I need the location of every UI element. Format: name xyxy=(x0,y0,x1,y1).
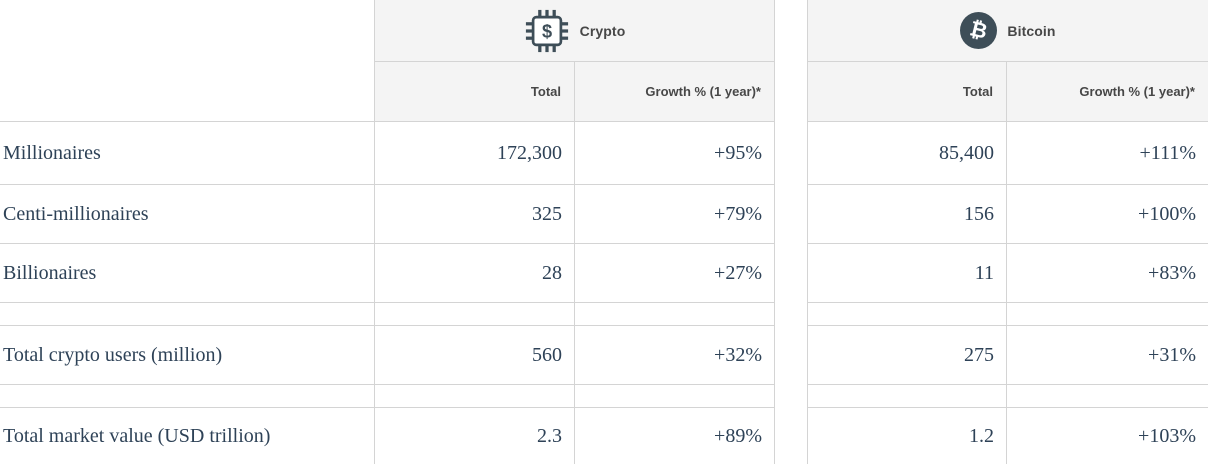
spacer-row xyxy=(0,385,374,408)
group-gap xyxy=(775,0,807,62)
right-margin xyxy=(1208,326,1221,385)
right-margin xyxy=(1208,185,1221,244)
cell-crypto-growth: +89% xyxy=(575,408,775,464)
column-header-bitcoin-growth: Growth % (1 year)* xyxy=(1007,62,1208,122)
column-header-bitcoin-total: Total xyxy=(807,62,1007,122)
group-gap xyxy=(775,185,807,244)
spacer-row xyxy=(807,303,1007,326)
group-header-bitcoin: ₿ Bitcoin xyxy=(807,0,1208,62)
row-label: Centi-millionaires xyxy=(0,185,374,244)
spacer-row xyxy=(807,385,1007,408)
right-margin xyxy=(1208,62,1221,122)
corner-spacer xyxy=(0,0,374,62)
cell-crypto-growth: +79% xyxy=(575,185,775,244)
group-gap xyxy=(775,385,807,408)
cell-bitcoin-total: 85,400 xyxy=(807,122,1007,185)
group-header-crypto: $ Crypto xyxy=(374,0,775,62)
row-label: Total market value (USD trillion) xyxy=(3,424,271,447)
right-margin xyxy=(1208,303,1221,326)
group-gap xyxy=(775,408,807,464)
spacer-row xyxy=(374,303,575,326)
cell-crypto-total: 560 xyxy=(374,326,575,385)
row-label: Millionaires xyxy=(0,122,374,185)
group-gap xyxy=(775,326,807,385)
column-header-crypto-total: Total xyxy=(374,62,575,122)
group-gap xyxy=(775,244,807,303)
spacer-row xyxy=(0,303,374,326)
group-gap xyxy=(775,303,807,326)
cell-crypto-growth: +95% xyxy=(575,122,775,185)
svg-text:$: $ xyxy=(542,21,552,41)
right-margin xyxy=(1208,385,1221,408)
cell-bitcoin-total: 11 xyxy=(807,244,1007,303)
spacer-row xyxy=(1007,303,1208,326)
group-gap xyxy=(775,122,807,185)
cell-bitcoin-total: 156 xyxy=(807,185,1007,244)
label-column-header xyxy=(0,62,374,122)
cell-bitcoin-growth: +103% xyxy=(1138,424,1196,447)
cell-crypto-total: 172,300 xyxy=(374,122,575,185)
column-header-crypto-growth: Growth % (1 year)* xyxy=(575,62,775,122)
spacer-row xyxy=(575,385,775,408)
cell-bitcoin-growth: +31% xyxy=(1007,326,1208,385)
group-gap xyxy=(775,62,807,122)
cell-crypto-total: 325 xyxy=(374,185,575,244)
spacer-row xyxy=(1007,385,1208,408)
cell-crypto-total: 2.3 xyxy=(374,408,575,464)
cell-bitcoin-growth: +111% xyxy=(1007,122,1208,185)
row-label: Billionaires xyxy=(0,244,374,303)
bitcoin-icon: ₿ xyxy=(960,12,998,49)
cell-bitcoin-growth: +100% xyxy=(1007,185,1208,244)
row-label: Total crypto users (million) xyxy=(0,326,374,385)
right-margin xyxy=(1208,244,1221,303)
cell-crypto-total: 28 xyxy=(374,244,575,303)
spacer-row xyxy=(374,385,575,408)
cell-crypto-growth: +27% xyxy=(575,244,775,303)
cell-bitcoin-growth: +83% xyxy=(1007,244,1208,303)
cell-crypto-growth: +32% xyxy=(575,326,775,385)
cell-bitcoin-total: 1.2 xyxy=(807,408,1007,464)
right-margin xyxy=(1208,0,1221,62)
cell-bitcoin-total: 275 xyxy=(807,326,1007,385)
spacer-row xyxy=(575,303,775,326)
group-label-crypto: Crypto xyxy=(579,22,626,39)
chip-dollar-icon: $ xyxy=(525,9,568,52)
right-margin xyxy=(1208,408,1221,464)
group-label-bitcoin: Bitcoin xyxy=(1007,22,1056,39)
right-margin xyxy=(1208,122,1221,185)
